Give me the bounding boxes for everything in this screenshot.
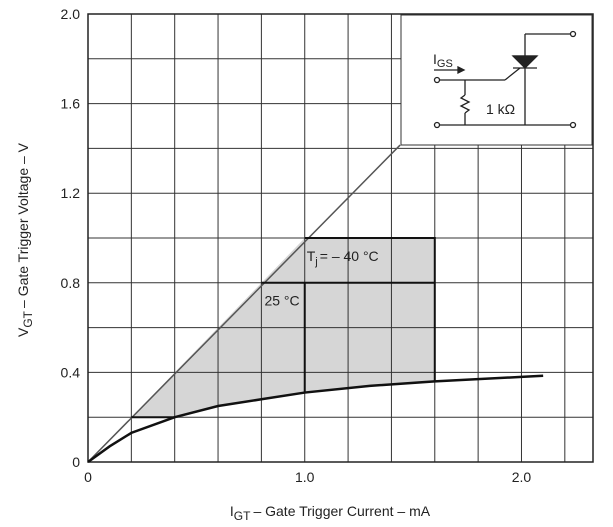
- line: [87, 374, 544, 464]
- y-axis-label: VGT – Gate Trigger Voltage – V: [15, 142, 35, 337]
- annotation: Tj = – 40 °C: [307, 248, 379, 268]
- y-label-sub: GT: [21, 310, 35, 327]
- y-tick-label: 1.6: [61, 96, 81, 112]
- annotation-main: 25 °C: [264, 293, 299, 309]
- annotation-rest: = – 40 °C: [320, 248, 379, 264]
- y-tick-label: 2.0: [61, 6, 81, 22]
- plot-frame: [87, 13, 594, 463]
- inset-circuit: IGS 1 kΩ: [400, 14, 593, 146]
- x-label-main: I: [230, 503, 234, 519]
- x-axis-label: IGT – Gate Trigger Current – mA: [230, 503, 431, 523]
- x-label-rest: – Gate Trigger Current – mA: [253, 503, 430, 519]
- y-label-main: V: [15, 327, 31, 337]
- x-tick-label: 2.0: [512, 469, 532, 485]
- line: [87, 144, 401, 463]
- current-label: IGS: [433, 51, 453, 70]
- annotation: 25 °C: [264, 293, 299, 309]
- annotation-sub: j: [314, 256, 317, 268]
- current-main: I: [433, 51, 437, 67]
- x-tick-label: 1.0: [295, 469, 315, 485]
- annotation-main: T: [307, 248, 316, 264]
- y-label-rest: – Gate Trigger Voltage – V: [15, 142, 31, 308]
- x-label-sub: GT: [234, 509, 251, 523]
- y-tick-label: 0.4: [61, 364, 81, 380]
- y-tick-label: 0.8: [61, 275, 81, 291]
- y-tick-label: 1.2: [61, 185, 81, 201]
- plot: 0 1.0 2.0 0 0.4 0.8 1.2 1.6 2.0 Tj = – 40 °C 25 °C: [61, 6, 594, 485]
- current-sub: GS: [437, 58, 453, 70]
- line: [304, 237, 436, 382]
- resistor-label: 1 kΩ: [486, 101, 515, 117]
- y-tick-label: 0: [72, 454, 80, 470]
- x-tick-label: 0: [84, 469, 92, 485]
- circuit: [433, 30, 577, 129]
